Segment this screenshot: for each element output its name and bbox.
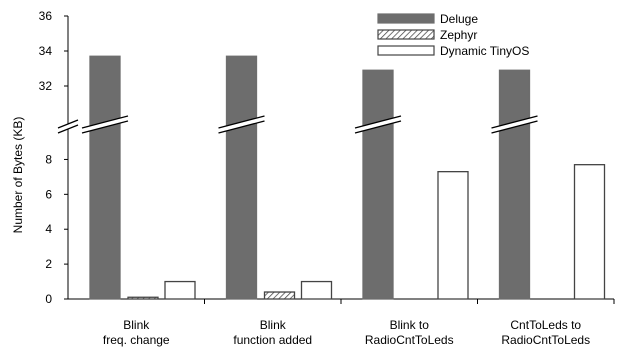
axis-break-line (57, 124, 79, 134)
y-tick-label: 32 (39, 79, 53, 93)
x-tick-label: Blink to (390, 318, 430, 332)
x-tick-label: Blink (123, 318, 150, 332)
axis-break-line (218, 115, 265, 129)
legend-swatch (377, 45, 435, 56)
axis-break-gap (355, 116, 401, 133)
axis-break-line (491, 120, 538, 134)
axis-break-gap (82, 116, 128, 133)
x-tick-label: freq. change (103, 333, 170, 347)
legend-label: Zephyr (440, 28, 477, 42)
y-tick-label: 36 (39, 9, 53, 23)
y-tick-label: 4 (45, 222, 52, 236)
deluge-bar (89, 55, 121, 300)
dynamic-tinyos-bar (573, 164, 606, 300)
x-tick-label: function added (233, 333, 312, 347)
y-axis-title: Number of Bytes (KB) (11, 117, 25, 234)
axis-break-gap (58, 120, 78, 133)
y-tick-label: 2 (45, 257, 52, 271)
x-tick-label: RadioCntToLeds (365, 333, 454, 347)
axis-break-gap (491, 116, 538, 133)
axis-break-line (218, 120, 265, 134)
y-tick-label: 34 (39, 44, 53, 58)
legend-label: Dynamic TinyOS (440, 44, 529, 58)
axis-break-line (354, 120, 402, 134)
deluge-bar (362, 69, 394, 300)
y-tick-label: 8 (45, 152, 52, 166)
y-tick-label: 0 (45, 292, 52, 306)
dynamic-tinyos-bar (300, 280, 333, 300)
y-tick-label: 6 (45, 187, 52, 201)
dynamic-tinyos-bar (164, 280, 196, 300)
axis-break-line (354, 115, 402, 129)
legend-swatch (377, 13, 435, 24)
legend-swatch (377, 29, 435, 40)
dynamic-tinyos-bar (437, 171, 469, 300)
axis-break-gap (218, 116, 265, 133)
x-tick-label: RadioCntToLeds (501, 333, 590, 347)
axis-break-line (81, 120, 129, 134)
x-tick-label: CntToLeds to (510, 318, 581, 332)
zephyr-bar (263, 291, 296, 300)
axis-break-line (81, 115, 129, 129)
x-tick-label: Blink (260, 318, 287, 332)
deluge-bar (225, 55, 258, 300)
zephyr-bar (127, 296, 159, 300)
axis-break-line (57, 119, 79, 129)
axis-break-line (491, 115, 538, 129)
legend-label: Deluge (440, 12, 478, 26)
deluge-bar (498, 69, 531, 300)
